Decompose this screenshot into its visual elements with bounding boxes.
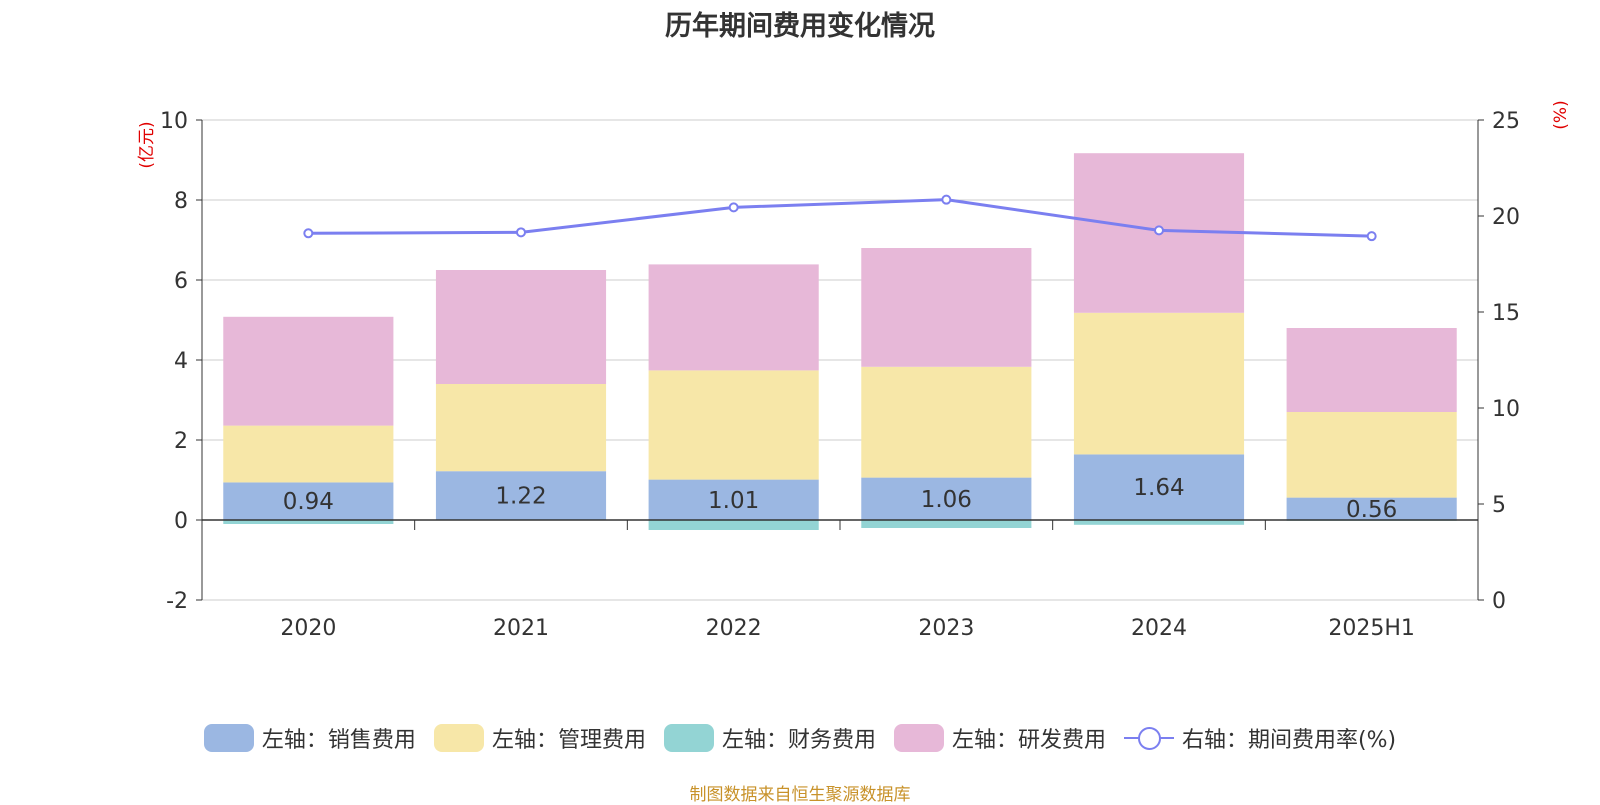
- legend-swatch-finance: [664, 724, 714, 752]
- right-axis-title: (%): [1551, 100, 1571, 129]
- left-tick-label: 2: [174, 429, 188, 454]
- rate-point: [517, 228, 525, 236]
- x-tick-label: 2021: [493, 616, 549, 641]
- data-label: 1.64: [1133, 475, 1184, 501]
- left-tick-label: 8: [174, 189, 188, 214]
- data-label: 1.01: [708, 488, 759, 514]
- legend-swatch-rate: [1124, 724, 1174, 752]
- x-tick-label: 2020: [280, 616, 336, 641]
- legend-label-rate: 右轴：期间费用率(%): [1182, 722, 1396, 754]
- data-label: 0.94: [283, 489, 334, 515]
- legend-label-rnd: 左轴：研发费用: [952, 722, 1106, 754]
- right-tick-label: 0: [1492, 589, 1506, 614]
- bar-segment: [649, 264, 819, 370]
- bar-segment: [223, 317, 393, 426]
- legend-label-finance: 左轴：财务费用: [722, 722, 876, 754]
- bar-segment: [1287, 412, 1457, 498]
- right-tick-label: 25: [1492, 109, 1520, 134]
- left-tick-label: 4: [174, 349, 188, 374]
- bars: [223, 153, 1456, 530]
- rate-point: [942, 196, 950, 204]
- bar-segment: [861, 248, 1031, 367]
- data-label: 0.56: [1346, 497, 1397, 523]
- left-axis-title: (亿元): [137, 121, 157, 168]
- rate-point: [1368, 232, 1376, 240]
- legend-item-admin[interactable]: 左轴：管理费用: [434, 722, 646, 754]
- right-tick-label: 5: [1492, 493, 1506, 518]
- rate-point: [304, 229, 312, 237]
- legend-item-rate[interactable]: 右轴：期间费用率(%): [1124, 722, 1396, 754]
- source-note: 制图数据来自恒生聚源数据库: [0, 780, 1600, 805]
- rate-point: [1155, 226, 1163, 234]
- bar-segment: [223, 426, 393, 483]
- legend-swatch-rnd: [894, 724, 944, 752]
- x-tick-label: 2024: [1131, 616, 1187, 641]
- x-tick-label: 2023: [918, 616, 974, 641]
- legend-swatch-sales: [204, 724, 254, 752]
- legend-label-admin: 左轴：管理费用: [492, 722, 646, 754]
- left-tick-label: 10: [160, 109, 188, 134]
- bar-segment: [861, 520, 1031, 528]
- legend: 左轴：销售费用 左轴：管理费用 左轴：财务费用 左轴：研发费用 右轴：期间费用率…: [0, 722, 1600, 754]
- legend-swatch-admin: [434, 724, 484, 752]
- data-label: 1.22: [495, 484, 546, 510]
- right-tick-label: 10: [1492, 397, 1520, 422]
- legend-label-sales: 左轴：销售费用: [262, 722, 416, 754]
- x-tick-label: 2022: [706, 616, 762, 641]
- bar-segment: [649, 370, 819, 479]
- data-label: 1.06: [921, 487, 972, 513]
- bar-segment: [1074, 313, 1244, 455]
- legend-item-sales[interactable]: 左轴：销售费用: [204, 722, 416, 754]
- bar-segment: [861, 367, 1031, 478]
- bar-segment: [436, 384, 606, 471]
- legend-item-finance[interactable]: 左轴：财务费用: [664, 722, 876, 754]
- bar-segment: [649, 520, 819, 530]
- bar-segment: [1287, 328, 1457, 412]
- rate-point: [730, 203, 738, 211]
- left-tick-label: 6: [174, 269, 188, 294]
- x-tick-label: 2025H1: [1328, 616, 1415, 641]
- bar-segment: [436, 270, 606, 384]
- left-tick-label: 0: [174, 509, 188, 534]
- right-tick-label: 15: [1492, 301, 1520, 326]
- left-tick-label: -2: [166, 589, 188, 614]
- legend-item-rnd[interactable]: 左轴：研发费用: [894, 722, 1106, 754]
- right-tick-label: 20: [1492, 205, 1520, 230]
